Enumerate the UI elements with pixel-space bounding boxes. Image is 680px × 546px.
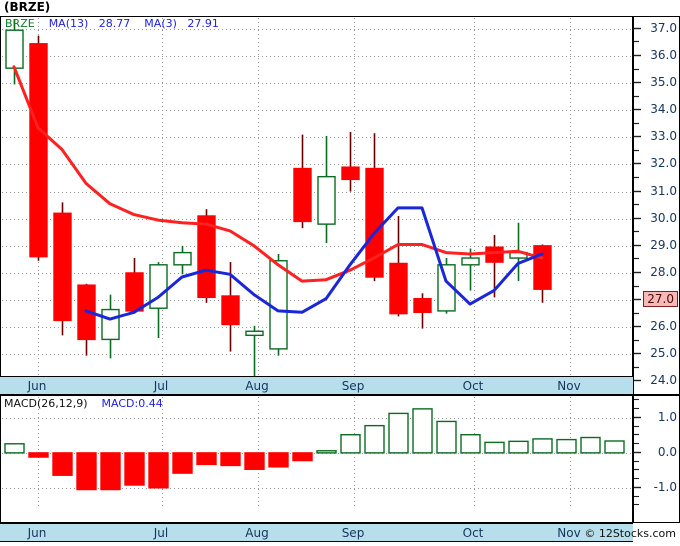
- macd-axis-tick-label: 0.0: [657, 444, 677, 459]
- price-chart-panel: [0, 16, 680, 395]
- macd-axis-ticks: [634, 398, 641, 506]
- month-label: Jun: [27, 379, 47, 393]
- price-axis-tick-label: 36.0: [650, 47, 677, 62]
- macd-axis-gutter: [632, 396, 679, 522]
- price-axis-tick-label: 35.0: [650, 75, 677, 90]
- price-axis-tick-label: 28.0: [650, 264, 677, 279]
- price-axis-gutter: [632, 17, 679, 394]
- macd-legend-label: MACD(26,12,9): [4, 397, 88, 410]
- legend-symbol: BRZE: [5, 17, 35, 30]
- price-axis-ticks: [634, 27, 641, 382]
- current-price-tag: 27.0: [643, 291, 678, 308]
- month-label: Oct: [462, 379, 484, 393]
- macd-axis-tick-label: 1.0: [657, 409, 677, 424]
- macd-chart-panel: [0, 395, 680, 523]
- price-candlestick-svg: [2, 18, 633, 395]
- macd-legend: MACD(26,12,9) MACD:0.44: [4, 398, 163, 410]
- month-label: Aug: [245, 379, 269, 393]
- month-band-top: Jun Jul Aug Sep Oct Nov: [0, 376, 633, 395]
- price-axis-tick-label: 29.0: [650, 237, 677, 252]
- macd-legend-value: MACD:0.44: [101, 397, 163, 410]
- macd-axis-tick-label: -1.0: [653, 479, 677, 494]
- month-label: Jul: [153, 526, 169, 540]
- month-label: Jul: [153, 379, 169, 393]
- price-legend: BRZE MA(13) 28.77 MA(3) 27.91: [5, 18, 219, 30]
- month-band-bottom: Jun Jul Aug Sep Oct Nov: [0, 523, 633, 542]
- macd-plot-area: [2, 397, 633, 507]
- price-axis-tick-label: 32.0: [650, 156, 677, 171]
- price-axis-tick-label: 26.0: [650, 319, 677, 334]
- month-label: Oct: [462, 526, 484, 540]
- price-axis-tick-label: 33.0: [650, 129, 677, 144]
- month-label: Jun: [27, 526, 47, 540]
- legend-ma13-value: 28.77: [98, 17, 131, 30]
- legend-ma13-label: MA(13): [48, 17, 89, 30]
- price-axis-tick-label: 30.0: [650, 210, 677, 225]
- month-label: Nov: [557, 379, 581, 393]
- watermark: © 12Stocks.com: [584, 527, 676, 540]
- legend-ma3-label: MA(3): [144, 17, 177, 30]
- legend-ma3-value: 27.91: [187, 17, 219, 30]
- price-axis-tick-label: 34.0: [650, 102, 677, 117]
- price-axis-tick-label: 37.0: [650, 20, 677, 35]
- month-label: Sep: [341, 526, 365, 540]
- price-axis-tick-label: 31.0: [650, 183, 677, 198]
- macd-histogram-svg: [2, 397, 633, 507]
- month-label: Aug: [245, 526, 269, 540]
- month-label: Nov: [557, 526, 581, 540]
- price-plot-area: [2, 18, 633, 395]
- page-title: (BRZE): [4, 0, 51, 14]
- price-axis-tick-label: 24.0: [650, 373, 677, 388]
- month-label: Sep: [341, 379, 365, 393]
- price-axis-tick-label: 25.0: [650, 346, 677, 361]
